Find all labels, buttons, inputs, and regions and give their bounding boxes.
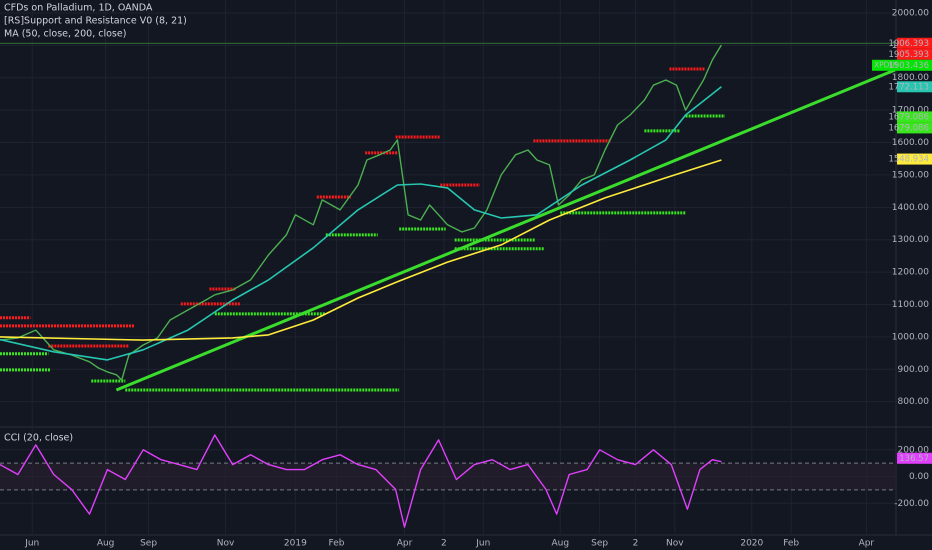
ma-legend: MA (50, close, 200, close) bbox=[4, 29, 126, 40]
y-tick-label: 1400.00 bbox=[892, 203, 929, 213]
price-tag-label: 1772.113 bbox=[888, 82, 929, 92]
price-tag bbox=[897, 81, 932, 93]
y-tick-label: 900.00 bbox=[898, 365, 930, 375]
x-tick-label: Nov bbox=[666, 539, 684, 549]
price-tag-label: 1679.086 bbox=[888, 112, 929, 122]
series-line bbox=[0, 159, 722, 341]
chart-title: CFDs on Palladium, 1D, OANDA bbox=[4, 3, 153, 14]
x-tick-label: 2020 bbox=[740, 539, 763, 549]
price-tag bbox=[897, 111, 932, 123]
y-tick-label: 1500.00 bbox=[892, 170, 929, 180]
y-tick-label: 1100.00 bbox=[892, 300, 929, 310]
background-layer bbox=[0, 0, 932, 536]
price-tag-label: 1903.436 bbox=[888, 61, 929, 71]
price-tag bbox=[897, 59, 932, 71]
x-tick-label: Sep bbox=[140, 539, 157, 549]
x-tick-label: Feb bbox=[329, 539, 345, 549]
y-tick-label: 200.00 bbox=[898, 445, 930, 455]
price-tag-label: 1905.393 bbox=[888, 50, 929, 60]
y-tick-label: 1000.00 bbox=[892, 332, 929, 342]
price-tag-label: 136.57 bbox=[899, 454, 929, 464]
x-tick-label: Aug bbox=[551, 539, 569, 549]
cci-band bbox=[0, 463, 895, 490]
price-line bbox=[0, 44, 722, 381]
price-tag bbox=[897, 452, 932, 464]
x-tick-label: Nov bbox=[217, 539, 235, 549]
indicator-label: [RS]Support and Resistance V0 (8, 21) bbox=[4, 16, 187, 27]
y-tick-label: 1700.00 bbox=[892, 106, 929, 116]
price-tag bbox=[897, 153, 932, 165]
symbol-label: XPDUSD bbox=[874, 60, 906, 69]
y-tick-label: 1600.00 bbox=[892, 138, 929, 148]
price-tag-label: 1679.086 bbox=[888, 123, 929, 133]
x-tick-label: 2 bbox=[441, 539, 447, 549]
x-tick-label: Aug bbox=[97, 539, 115, 549]
x-tick-label: Feb bbox=[783, 539, 799, 549]
price-tag-label: 1548.934 bbox=[888, 155, 929, 165]
x-tick-label: Jun bbox=[475, 539, 490, 549]
y-tick-label: -200.00 bbox=[894, 499, 929, 509]
cci-title: CCI (20, close) bbox=[4, 433, 73, 444]
x-tick-label: Apr bbox=[397, 539, 413, 549]
price-tag bbox=[897, 37, 932, 49]
price-line bbox=[0, 434, 722, 528]
series-line bbox=[0, 86, 722, 361]
y-tick-label: 1300.00 bbox=[892, 235, 929, 245]
trendline bbox=[115, 68, 896, 392]
y-tick-label: 0.00 bbox=[909, 472, 929, 482]
symbol-tag bbox=[872, 59, 897, 71]
y-tick-label: 2000.00 bbox=[892, 8, 929, 18]
x-tick-label: Sep bbox=[591, 539, 608, 549]
price-tag-label: 1906.393 bbox=[888, 39, 929, 49]
y-tick-label: 1200.00 bbox=[892, 268, 929, 278]
y-tick-label: 800.00 bbox=[898, 397, 930, 407]
price-tag bbox=[897, 122, 932, 134]
x-tick-label: 2019 bbox=[284, 539, 307, 549]
x-tick-label: Jun bbox=[24, 539, 39, 549]
price-tag bbox=[897, 48, 932, 60]
x-tick-label: 2 bbox=[633, 539, 639, 549]
y-tick-label: 1800.00 bbox=[892, 73, 929, 83]
x-tick-label: Apr bbox=[859, 539, 875, 549]
